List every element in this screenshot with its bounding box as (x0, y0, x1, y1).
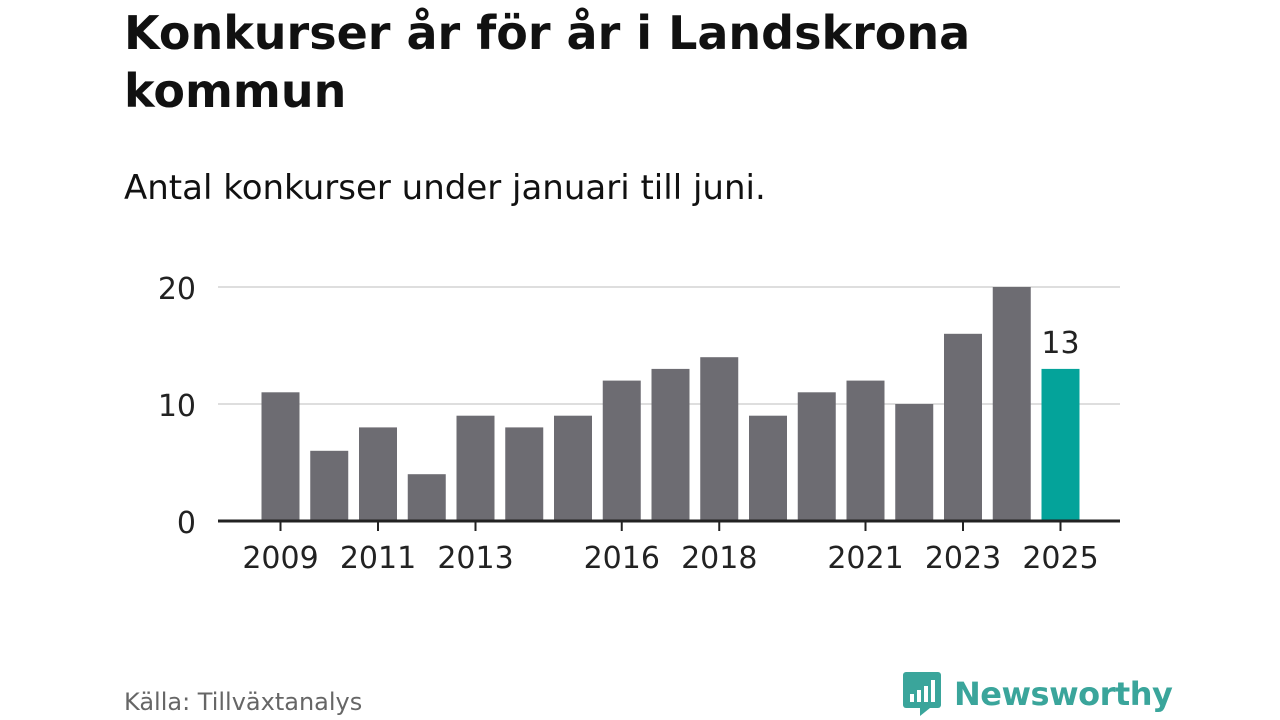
bar-2009 (261, 392, 300, 521)
bar-2014 (505, 427, 544, 521)
x-tick-label: 2009 (242, 541, 318, 576)
bar-2010 (310, 450, 349, 521)
bar-2025 (1041, 368, 1080, 521)
source-note: Källa: Tillväxtanalys (124, 688, 363, 716)
brand-name: Newsworthy (954, 675, 1173, 713)
bar-2023 (944, 333, 982, 521)
bar-2019 (749, 415, 787, 521)
bar-chart: 0 10 20 2009 2011 2013 2016 2018 2021 2023 2025 13 (158, 272, 1120, 576)
x-tick-label: 2016 (584, 541, 660, 576)
newsworthy-logo: Newsworthy (902, 670, 1173, 718)
bar-2012 (407, 474, 446, 521)
bar-2011 (359, 427, 397, 521)
data-label: 13 (1041, 326, 1079, 361)
x-tick-label: 2011 (340, 541, 416, 576)
x-tick-label: 2025 (1022, 541, 1098, 576)
bar-2015 (554, 415, 592, 521)
x-tick-label: 2023 (925, 541, 1001, 576)
y-tick-label: 10 (158, 389, 196, 424)
bar-2017 (651, 368, 690, 521)
bar-2013 (456, 415, 495, 521)
x-tick-label: 2013 (437, 541, 513, 576)
bar-2024 (992, 287, 1031, 521)
y-tick-label: 20 (158, 272, 196, 307)
x-tick-label: 2021 (827, 541, 903, 576)
bar-2020 (797, 392, 836, 521)
chart-title: Konkurser år för år i Landskrona kommun (124, 6, 971, 118)
x-tick-label: 2018 (681, 541, 757, 576)
newsworthy-logo-icon (903, 672, 941, 716)
bar-2021 (846, 380, 885, 521)
y-tick-label: 0 (177, 506, 196, 541)
bar-2018 (700, 357, 739, 521)
chart-subtitle: Antal konkurser under januari till juni. (124, 168, 766, 208)
bar-2016 (602, 380, 641, 521)
bar-2022 (895, 404, 934, 521)
